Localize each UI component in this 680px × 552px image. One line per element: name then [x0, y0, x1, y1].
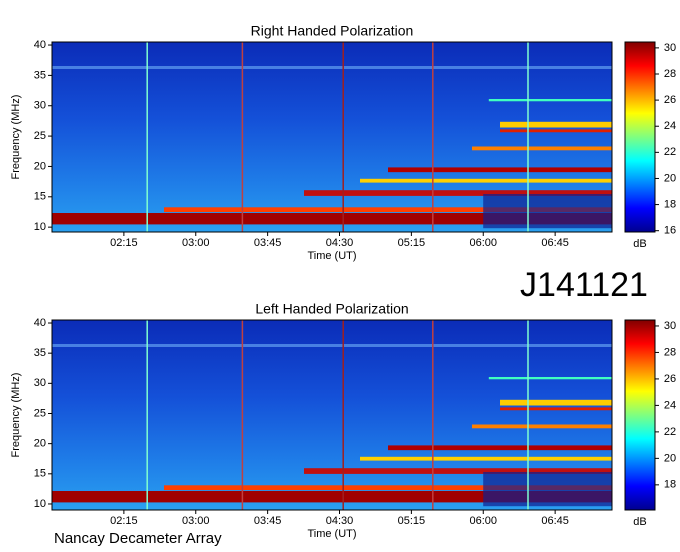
spectrum-feature — [388, 445, 612, 451]
colorbar-tick-label: 22 — [664, 146, 676, 158]
y-tick-label: 20 — [34, 438, 46, 450]
y-tick-label: 35 — [34, 69, 46, 81]
y-tick-label: 20 — [34, 160, 46, 172]
colorbar-tick-label: 26 — [664, 94, 676, 106]
chart-title: Left Handed Polarization — [255, 301, 408, 317]
spectrum-feature — [52, 213, 612, 225]
y-axis-label: Frequency (MHz) — [10, 95, 22, 180]
x-axis-label: Time (UT) — [307, 250, 356, 262]
x-tick-label: 06:00 — [469, 515, 497, 527]
y-tick-label: 30 — [34, 100, 46, 112]
plot-frame — [51, 319, 613, 511]
y-tick-label: 10 — [34, 221, 46, 233]
y-tick-label: 15 — [34, 468, 46, 480]
spectrum-feature — [52, 491, 612, 503]
spectrum-feature — [500, 121, 612, 128]
y-tick-label: 40 — [34, 317, 46, 329]
colorbar-tick-label: 30 — [664, 320, 676, 332]
x-tick-label: 03:00 — [182, 515, 210, 527]
x-tick-label: 02:15 — [110, 515, 138, 527]
spectrum-feature — [304, 190, 612, 196]
x-tick-label: 03:45 — [254, 237, 282, 249]
colorbar-tick-label: 24 — [664, 399, 676, 411]
colorbar-tick-label: 26 — [664, 373, 676, 385]
spectrum-feature — [488, 377, 612, 380]
spectrum-feature — [472, 146, 612, 151]
colorbar-tick-label: 28 — [664, 346, 676, 358]
spectrum-feature — [360, 456, 612, 461]
plot-frame — [51, 41, 613, 233]
colorbar-label: dB — [633, 238, 646, 250]
x-tick-label: 06:45 — [541, 515, 569, 527]
colorbar — [624, 319, 656, 511]
colorbar-tick-label: 22 — [664, 426, 676, 438]
x-axis-label: Time (UT) — [307, 528, 356, 540]
x-tick-label: 06:45 — [541, 237, 569, 249]
y-tick-label: 25 — [34, 407, 46, 419]
colorbar-tick-label: 28 — [664, 68, 676, 80]
observation-id: J141121 — [520, 266, 648, 304]
y-axis-label: Frequency (MHz) — [10, 373, 22, 458]
spectrum-feature — [472, 424, 612, 429]
x-tick-label: 03:45 — [254, 515, 282, 527]
spectrum-feature — [52, 66, 612, 69]
spectrum-feature — [483, 472, 612, 507]
x-tick-label: 02:15 — [110, 237, 138, 249]
spectrum-feature — [488, 99, 612, 102]
colorbar-tick-label: 18 — [664, 198, 676, 210]
spectrum-feature — [500, 129, 612, 133]
spectrum-feature — [52, 344, 612, 347]
colorbar-tick-label: 24 — [664, 120, 676, 132]
spectrum-feature — [304, 468, 612, 474]
y-tick-label: 30 — [34, 377, 46, 389]
y-tick-label: 40 — [34, 39, 46, 51]
colorbar-tick-label: 18 — [664, 479, 676, 491]
x-tick-label: 03:00 — [182, 237, 210, 249]
y-tick-label: 10 — [34, 498, 46, 510]
spectrum-feature — [360, 178, 612, 183]
instrument-name: Nancay Decameter Array — [54, 530, 222, 547]
spectrum-feature — [164, 207, 612, 213]
colorbar-tick-label: 30 — [664, 42, 676, 54]
chart-title: Right Handed Polarization — [251, 23, 414, 39]
spectrum-feature — [500, 399, 612, 406]
spectrum-feature — [483, 194, 612, 229]
spectrum-feature — [500, 407, 612, 411]
x-tick-label: 05:15 — [398, 515, 426, 527]
x-tick-label: 05:15 — [398, 237, 426, 249]
colorbar-tick-label: 16 — [664, 225, 676, 237]
x-tick-label: 04:30 — [326, 237, 354, 249]
x-tick-label: 04:30 — [326, 515, 354, 527]
colorbar — [624, 41, 656, 233]
y-tick-label: 25 — [34, 130, 46, 142]
colorbar-tick-label: 20 — [664, 172, 676, 184]
x-tick-label: 06:00 — [469, 237, 497, 249]
colorbar-label: dB — [633, 516, 646, 528]
spectrum-feature — [388, 167, 612, 173]
y-tick-label: 35 — [34, 347, 46, 359]
y-tick-label: 15 — [34, 191, 46, 203]
spectrum-feature — [164, 485, 612, 491]
colorbar-tick-label: 20 — [664, 452, 676, 464]
